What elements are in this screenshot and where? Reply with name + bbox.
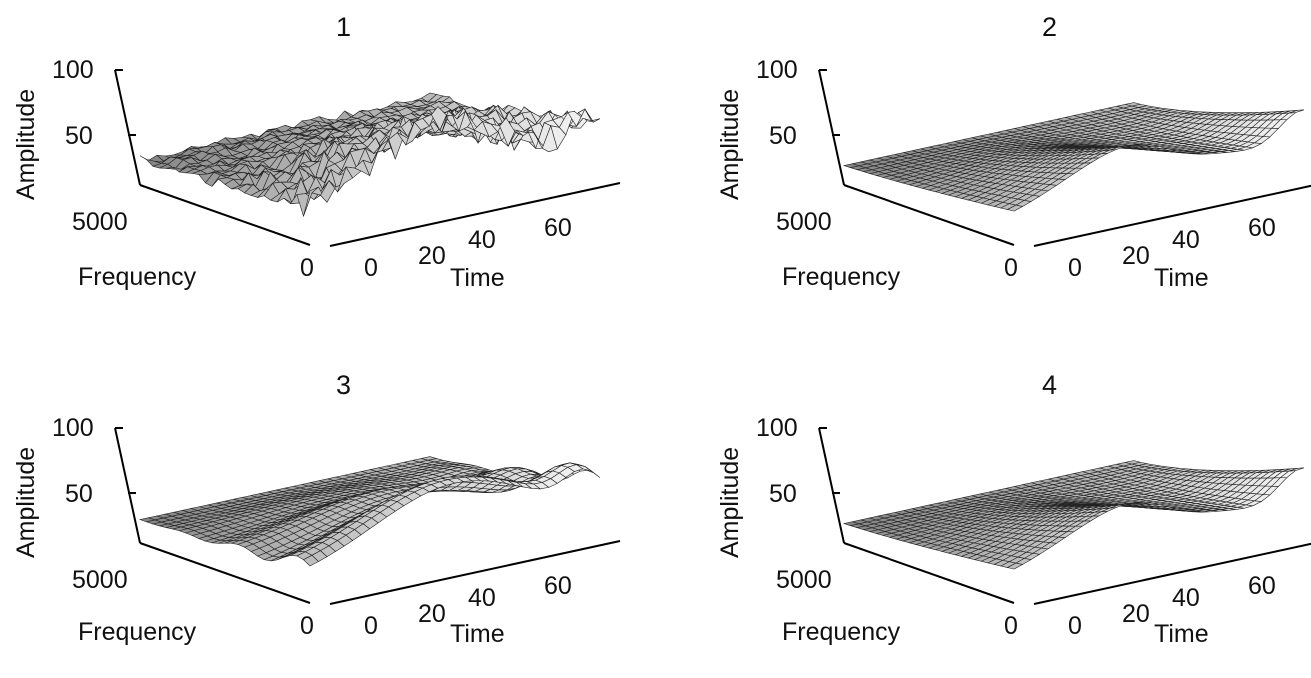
subplot-2: 2 Amplitude 100 50 5000 Frequency 0 0 20… (704, 0, 1311, 320)
time-tick-60: 60 (1248, 574, 1276, 599)
time-tick-0: 0 (364, 256, 378, 281)
time-tick-60: 60 (544, 216, 572, 241)
time-tick-40: 40 (468, 228, 496, 253)
amplitude-axis-line (115, 428, 140, 543)
time-tick-20: 20 (1122, 602, 1150, 627)
freq-tick-0: 0 (300, 614, 314, 639)
amplitude-axis-label: Amplitude (14, 447, 39, 558)
surface-cell (585, 467, 600, 478)
subplot-1: 1 Amplitude 100 50 5000 Frequency 0 0 20… (0, 0, 640, 320)
freq-tick-5000: 5000 (776, 568, 832, 593)
amplitude-axis-label: Amplitude (718, 447, 743, 558)
subplot-title: 3 (336, 372, 351, 399)
time-tick-0: 0 (1068, 256, 1082, 281)
amplitude-axis-label: Amplitude (14, 89, 39, 200)
freq-tick-0: 0 (300, 256, 314, 281)
amplitude-axis-line (819, 428, 844, 543)
time-axis-label: Time (450, 266, 505, 291)
frequency-axis-label: Frequency (78, 265, 196, 290)
subplot-3: 3 Amplitude 100 50 5000 Frequency 0 0 20… (0, 358, 640, 678)
y-tick-50: 50 (769, 124, 797, 149)
amplitude-axis-line (115, 70, 140, 185)
time-tick-20: 20 (1122, 244, 1150, 269)
time-tick-40: 40 (1172, 228, 1200, 253)
figure: 1 Amplitude 100 50 5000 Frequency 0 0 20… (0, 0, 1311, 649)
freq-tick-0: 0 (1004, 256, 1018, 281)
freq-tick-5000: 5000 (776, 210, 832, 235)
amplitude-axis-line (819, 70, 844, 185)
time-tick-60: 60 (544, 574, 572, 599)
time-tick-40: 40 (468, 586, 496, 611)
time-tick-0: 0 (364, 614, 378, 639)
time-axis-label: Time (450, 622, 505, 647)
freq-tick-0: 0 (1004, 614, 1018, 639)
freq-tick-5000: 5000 (72, 568, 128, 593)
frequency-axis-label: Frequency (782, 265, 900, 290)
time-tick-40: 40 (1172, 586, 1200, 611)
subplot-title: 2 (1042, 14, 1057, 41)
surface-mesh (844, 103, 1304, 212)
time-tick-20: 20 (418, 244, 446, 269)
y-tick-100: 100 (756, 58, 798, 83)
time-tick-60: 60 (1248, 216, 1276, 241)
frequency-axis-label: Frequency (78, 620, 196, 645)
freq-tick-5000: 5000 (72, 210, 128, 235)
subplot-title: 4 (1042, 372, 1057, 399)
frequency-axis-label: Frequency (782, 620, 900, 645)
y-tick-100: 100 (756, 416, 798, 441)
amplitude-axis-label: Amplitude (718, 89, 743, 200)
time-axis-label: Time (1154, 266, 1209, 291)
y-tick-100: 100 (52, 416, 94, 441)
surface-mesh (844, 461, 1304, 570)
time-axis-label: Time (1154, 622, 1209, 647)
y-tick-100: 100 (52, 58, 94, 83)
surface-mesh (140, 457, 600, 566)
time-tick-0: 0 (1068, 614, 1082, 639)
y-tick-50: 50 (769, 482, 797, 507)
y-tick-50: 50 (65, 482, 93, 507)
subplot-4: 4 Amplitude 100 50 5000 Frequency 0 0 20… (704, 358, 1311, 678)
time-tick-20: 20 (418, 602, 446, 627)
y-tick-50: 50 (65, 124, 93, 149)
subplot-title: 1 (336, 14, 351, 41)
surface-mesh (140, 93, 600, 216)
